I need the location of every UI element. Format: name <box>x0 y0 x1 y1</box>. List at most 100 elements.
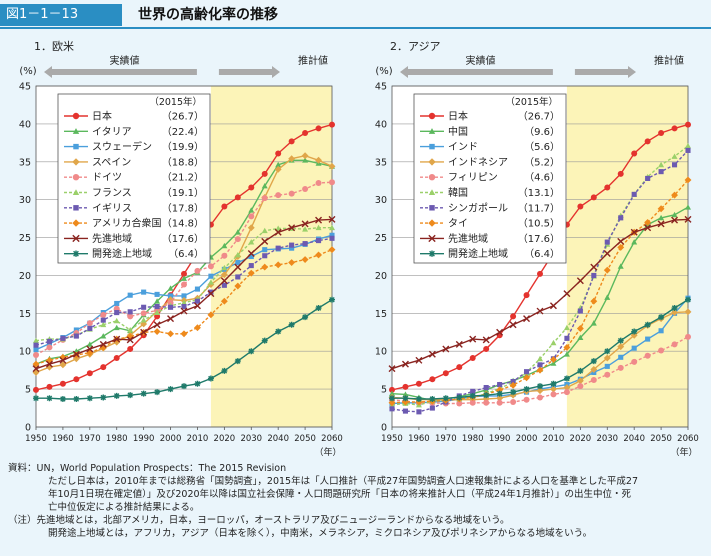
legend-label: 開発途上地域 <box>448 247 508 260</box>
data-point <box>416 409 422 415</box>
legend-label: イギリス <box>92 202 132 214</box>
data-point <box>73 333 79 339</box>
legend-value: （17.8） <box>162 202 204 214</box>
data-point <box>100 364 107 371</box>
data-point <box>302 314 309 321</box>
data-point <box>167 304 174 310</box>
data-point <box>86 370 93 377</box>
legend-marker <box>72 174 80 181</box>
data-point <box>328 246 336 254</box>
y-tick-label: 0 <box>25 423 31 434</box>
data-point <box>483 392 490 399</box>
legend-value: （5.2） <box>524 156 560 168</box>
y-tick-label: 10 <box>19 347 31 358</box>
data-point <box>442 345 450 353</box>
legend-value: （9.6） <box>524 126 560 138</box>
legend-value: （6.4） <box>168 248 204 260</box>
series-star <box>389 296 691 402</box>
source-notes: 資料：UN，World Population Prospects：The 201… <box>8 462 703 540</box>
data-point <box>33 386 39 393</box>
data-point <box>315 125 322 132</box>
data-point <box>235 274 241 280</box>
data-point <box>590 358 597 365</box>
legend-value: （21.2） <box>162 172 204 184</box>
series-square <box>33 235 335 348</box>
data-point <box>167 386 174 393</box>
data-point <box>289 242 295 248</box>
legend-label: 開発途上地域 <box>92 247 152 260</box>
data-point <box>604 363 610 369</box>
data-point <box>302 226 309 232</box>
x-axis-unit: （年） <box>314 446 341 458</box>
y-tick-label: 20 <box>19 271 31 282</box>
data-point <box>100 321 107 328</box>
data-point <box>389 395 395 402</box>
data-point <box>262 247 268 253</box>
data-point <box>631 345 637 351</box>
legend-label: フィリピン <box>448 172 498 184</box>
data-point <box>631 239 638 245</box>
y-tick-label: 15 <box>19 309 31 320</box>
data-point <box>549 302 557 310</box>
data-point <box>288 224 296 232</box>
data-point <box>389 386 395 393</box>
data-point <box>402 395 409 402</box>
data-point <box>577 367 584 374</box>
data-point <box>113 355 120 362</box>
source-line: 年10月1日現在確定値）」及び2020年以降は国立社会保障・人口問題研究所「日本… <box>48 489 631 500</box>
data-point <box>46 383 53 390</box>
data-point <box>73 376 80 383</box>
data-point <box>275 225 282 231</box>
data-point <box>220 297 228 305</box>
data-point <box>301 152 309 160</box>
data-point <box>483 399 490 406</box>
data-point <box>415 356 423 364</box>
source-line: ただし日本は，2010年までは総務省「国勢調査」，2015年は「人口推計（平成2… <box>48 476 638 487</box>
y-tick-label: 35 <box>19 157 31 168</box>
data-point <box>261 263 269 271</box>
data-point <box>483 385 489 391</box>
data-point <box>563 324 570 331</box>
data-point <box>388 399 396 407</box>
data-point <box>33 352 39 359</box>
data-point <box>288 155 296 163</box>
x-axis-unit: （年） <box>670 446 697 458</box>
data-point <box>415 395 422 402</box>
legend-value: （19.9） <box>162 141 204 153</box>
data-point <box>329 179 335 186</box>
x-tick-label: 1980 <box>462 434 484 444</box>
legend-label: ドイツ <box>92 173 122 184</box>
data-point <box>684 176 692 184</box>
legend-marker <box>429 143 435 150</box>
data-point <box>536 387 544 395</box>
legend-marker <box>72 128 80 134</box>
data-point <box>658 169 664 175</box>
data-point <box>180 307 188 315</box>
data-point <box>536 366 544 374</box>
data-point <box>261 337 268 344</box>
data-point <box>657 205 665 213</box>
data-point <box>127 327 134 333</box>
legend-label: 日本 <box>92 110 112 123</box>
data-point <box>302 241 308 247</box>
data-point <box>618 354 624 360</box>
data-point <box>33 337 39 344</box>
data-point <box>576 277 584 285</box>
data-point <box>671 153 678 159</box>
x-tick-label: 2050 <box>294 434 316 444</box>
actual-arrow <box>400 66 553 78</box>
data-point <box>181 275 187 281</box>
data-point <box>127 392 134 399</box>
data-point <box>658 129 665 136</box>
data-point <box>329 224 335 231</box>
data-point <box>114 310 120 316</box>
legend-value: （6.4） <box>524 248 560 260</box>
data-point <box>220 277 228 285</box>
data-point <box>591 272 597 278</box>
data-point <box>644 321 651 328</box>
data-point <box>234 251 241 258</box>
data-point <box>563 290 571 298</box>
legend-box <box>413 93 567 264</box>
data-point <box>86 345 94 353</box>
data-point <box>207 311 215 319</box>
